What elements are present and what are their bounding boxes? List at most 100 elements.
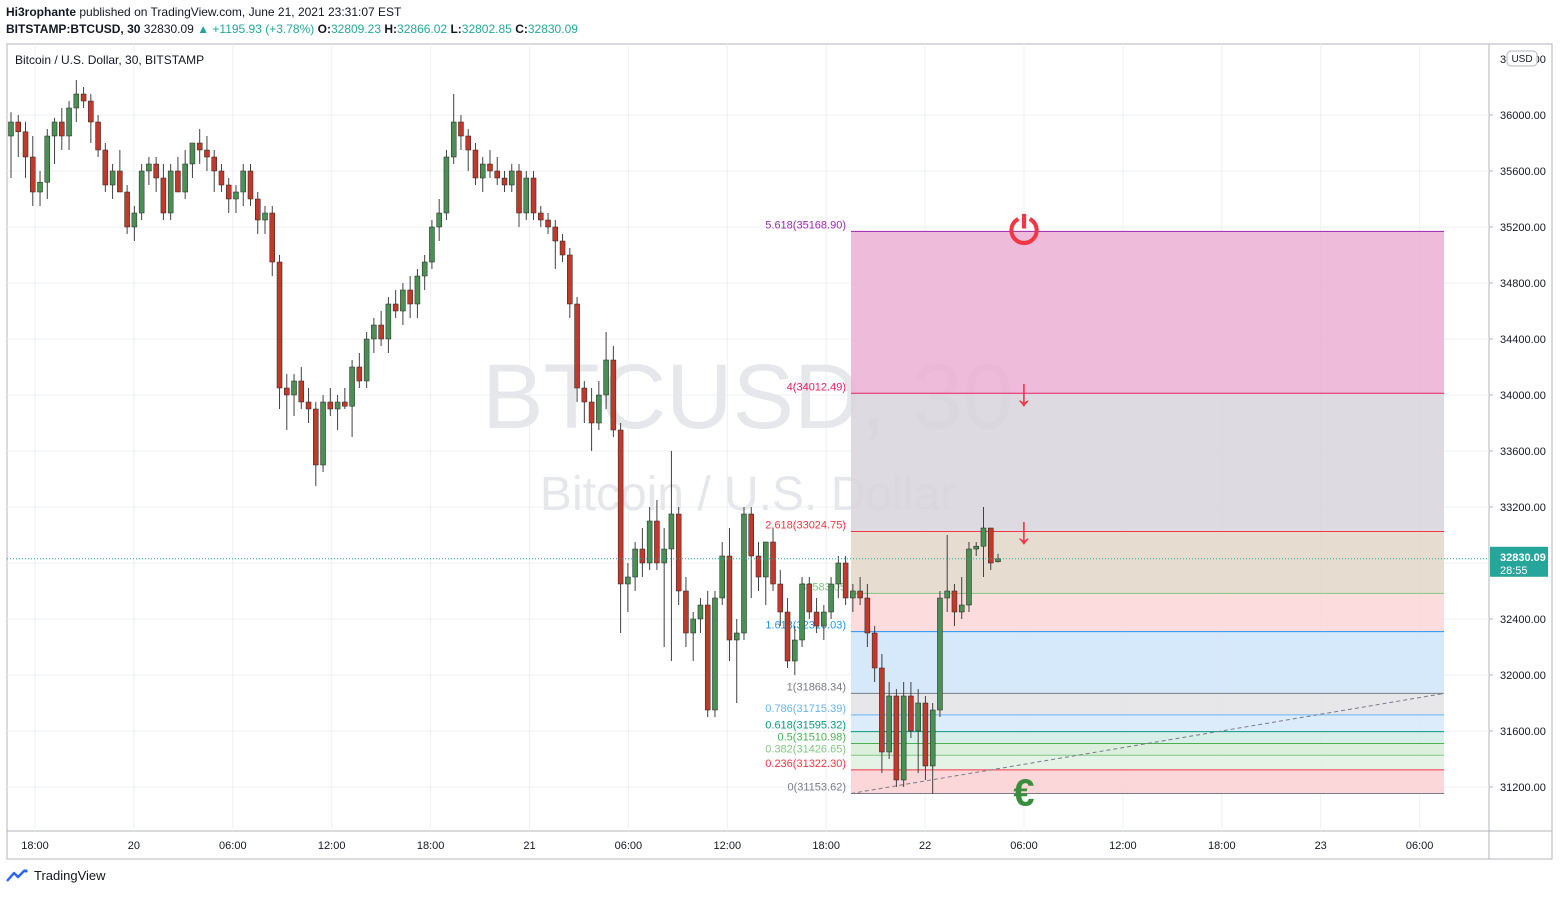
fib-zone <box>851 231 1444 394</box>
price-tick-label: 33200.00 <box>1500 502 1546 514</box>
candle-body <box>646 520 653 564</box>
candle-body <box>88 100 94 123</box>
candle-body <box>269 212 276 263</box>
candle <box>668 451 675 661</box>
candle-body <box>806 583 813 613</box>
candle <box>400 283 406 325</box>
time-tick-label: 18:00 <box>1208 840 1236 852</box>
candle-body <box>320 401 326 466</box>
candle <box>487 150 493 178</box>
candle <box>987 527 994 570</box>
candle <box>153 157 159 192</box>
last-price-badge-bg <box>1490 546 1548 577</box>
candle <box>879 654 885 773</box>
candle <box>298 367 305 409</box>
candle <box>951 584 958 626</box>
candle <box>792 626 798 675</box>
candle-body <box>218 170 225 186</box>
fib-zone <box>851 769 1444 794</box>
candle-body <box>886 695 892 753</box>
candle-body <box>755 555 762 578</box>
candle <box>821 605 827 640</box>
fib-zone <box>851 693 1444 715</box>
candle-body <box>436 212 442 228</box>
candle-body <box>284 387 290 396</box>
candle-body <box>567 254 573 305</box>
candle <box>429 220 435 269</box>
time-tick-label: 06:00 <box>615 840 643 852</box>
candle <box>167 164 174 220</box>
candle <box>59 108 65 150</box>
candle <box>763 541 769 605</box>
candle-body <box>900 695 907 781</box>
candle <box>95 115 101 157</box>
candle <box>813 598 820 633</box>
candle-body <box>893 695 900 781</box>
candle <box>755 542 762 591</box>
candle <box>704 591 711 717</box>
fib-level-label: 1.618(32310.03) <box>765 620 846 632</box>
candle <box>675 507 682 605</box>
candle <box>131 206 138 241</box>
candle <box>436 199 442 241</box>
candle-body <box>196 142 203 151</box>
price-tick-label: 32400.00 <box>1500 614 1546 626</box>
candle-body <box>675 513 682 592</box>
candle-body <box>690 618 696 634</box>
candle-body <box>908 695 914 732</box>
fib-zone <box>851 743 1444 756</box>
candle <box>654 500 660 570</box>
candle <box>581 381 588 423</box>
candle-body <box>915 702 921 732</box>
candle <box>407 276 413 318</box>
candle-body <box>864 597 871 634</box>
candle-body <box>385 303 392 340</box>
price-tick-label: 31600.00 <box>1500 726 1546 738</box>
candle-body <box>777 583 784 613</box>
candle-body <box>719 555 725 599</box>
candle-body <box>233 191 239 200</box>
candle <box>109 164 116 199</box>
candle <box>639 528 646 577</box>
price-tick-label: 35600.00 <box>1500 166 1546 178</box>
candle <box>80 87 87 108</box>
candle <box>574 297 580 402</box>
euro-icon: € <box>1013 772 1034 814</box>
candle <box>944 535 950 612</box>
candle <box>51 117 58 164</box>
candle-body <box>654 520 660 564</box>
candle-body <box>980 527 987 547</box>
tradingview-brand[interactable]: TradingView <box>6 868 106 883</box>
candle-body <box>951 590 958 613</box>
candle-body <box>538 212 544 221</box>
candle-body <box>501 177 508 186</box>
high-label: H: <box>384 22 398 36</box>
candle <box>538 206 544 227</box>
arrow-down-icon: ↓ <box>1015 372 1034 414</box>
candle <box>588 388 595 451</box>
time-tick-label: 22 <box>919 840 931 852</box>
fib-zone <box>851 393 1444 532</box>
chart-title: Bitcoin / U.S. Dollar, 30, BITSTAMP <box>15 53 204 67</box>
candle-body <box>392 303 399 312</box>
candle <box>893 689 900 787</box>
candle-body <box>51 121 58 137</box>
candle-body <box>109 170 116 186</box>
candle-body <box>516 170 522 214</box>
low-label: L: <box>450 22 462 36</box>
candle-body <box>530 177 537 214</box>
candle-body <box>414 275 421 305</box>
candle <box>799 577 805 647</box>
candle <box>995 553 1001 563</box>
candle-body <box>487 163 493 172</box>
candle-body <box>153 163 159 179</box>
candle-body <box>189 142 196 165</box>
author-name[interactable]: Hi3rophante <box>6 5 77 19</box>
time-tick-label: 18:00 <box>417 840 445 852</box>
candle-body <box>683 590 689 634</box>
candle-body <box>610 359 617 431</box>
candle-body <box>400 289 406 312</box>
candle <box>124 185 130 234</box>
candle-body <box>588 401 595 424</box>
